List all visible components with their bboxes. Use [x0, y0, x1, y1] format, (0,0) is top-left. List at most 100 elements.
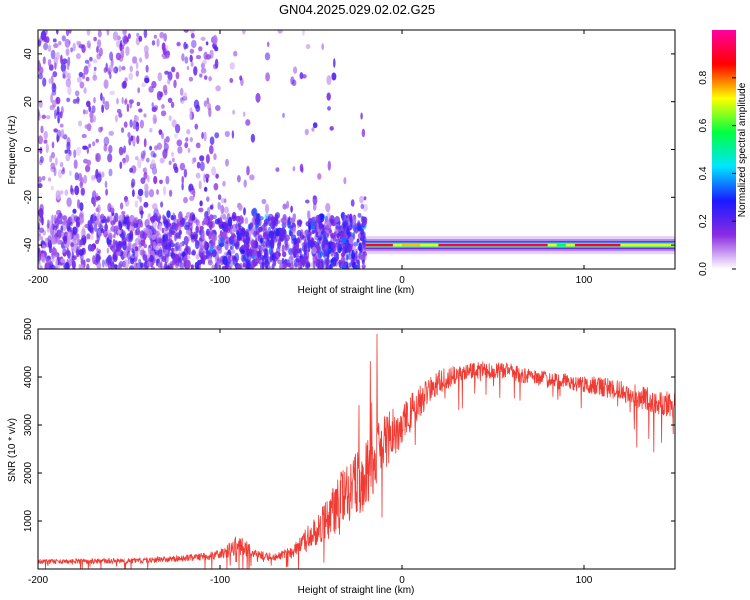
heatmap-cell	[304, 235, 310, 241]
heatmap-cell	[65, 219, 71, 225]
heatmap-cell	[288, 254, 293, 263]
heatmap-cell	[76, 40, 82, 46]
heatmap-cell	[228, 240, 232, 247]
heatmap-cell	[126, 103, 130, 113]
x-tick-label: 100	[576, 575, 593, 586]
heatmap-cell	[56, 134, 59, 143]
heatmap-cell	[38, 233, 41, 242]
heatmap-cell	[183, 235, 189, 246]
heatmap-cell	[43, 139, 48, 144]
heatmap-cell	[200, 248, 205, 253]
heatmap-cell	[96, 247, 99, 254]
heatmap-cell	[199, 200, 203, 207]
snr-y-ticks: 1000 2000 3000 4000 5000	[23, 317, 675, 532]
heatmap-cell	[317, 245, 321, 252]
heatmap-cell	[354, 227, 359, 234]
heatmap-cell	[69, 170, 72, 177]
heatmap-cell	[88, 43, 91, 50]
heatmap-cell	[50, 93, 53, 104]
heatmap-cell	[185, 137, 189, 142]
heatmap-cell	[325, 224, 330, 231]
heatmap-cell	[200, 257, 206, 263]
heatmap-cell	[292, 166, 296, 172]
heatmap-cell	[190, 61, 194, 67]
heatmap-cell	[157, 72, 163, 82]
heatmap-cell	[199, 155, 205, 162]
heatmap-cell	[177, 146, 183, 154]
heatmap-cell	[208, 76, 212, 82]
heatmap-cell	[68, 30, 72, 34]
heatmap-cell	[179, 242, 183, 247]
heatmap-cell	[101, 259, 105, 268]
heatmap-cell	[132, 120, 137, 130]
heatmap-cell	[175, 232, 181, 239]
heatmap-cell	[118, 260, 123, 268]
heatmap-cell	[281, 244, 285, 254]
heatmap-cell	[51, 83, 57, 93]
heatmap-cell	[265, 72, 270, 82]
heatmap-cell	[83, 174, 87, 184]
heatmap-cell	[195, 225, 199, 234]
heatmap-cell	[326, 75, 332, 86]
heatmap-cell	[211, 233, 218, 242]
y-tick-label: 1000	[23, 509, 34, 532]
heatmap-cell	[128, 232, 134, 243]
heatmap-cell	[327, 160, 331, 171]
heatmap-cell	[350, 217, 353, 227]
colorbar-gradient	[712, 30, 736, 269]
heatmap-cell	[211, 249, 217, 258]
heatmap-cell	[58, 212, 62, 219]
heatmap-cell	[293, 248, 298, 256]
heatmap-cell	[86, 263, 90, 269]
heatmap-cell	[222, 255, 228, 266]
heatmap-cell	[123, 121, 128, 128]
heatmap-cell	[263, 222, 268, 227]
heatmap-cell	[115, 52, 122, 61]
heatmap-cell	[159, 179, 163, 184]
heatmap-cell	[171, 157, 175, 163]
heatmap-cell	[270, 243, 274, 252]
heatmap-cell	[272, 260, 277, 266]
heatmap-cell	[181, 182, 184, 191]
heatmap-cell	[146, 261, 152, 267]
heatmap-cell	[168, 189, 173, 197]
heatmap-cell	[52, 71, 58, 78]
heatmap-cell	[59, 219, 63, 225]
heatmap-cell	[179, 87, 184, 96]
heatmap-cell	[331, 241, 336, 249]
heatmap-cell	[348, 236, 354, 245]
heatmap-cell	[295, 258, 300, 263]
heatmap-cell	[78, 120, 83, 127]
heatmap-cell	[174, 223, 178, 232]
heatmap-cell	[361, 264, 366, 269]
heatmap-cell	[95, 255, 102, 261]
heatmap-cell	[48, 243, 53, 254]
heatmap-cell	[144, 77, 150, 84]
heatmap-cell	[121, 66, 126, 71]
heatmap-cell	[168, 160, 172, 166]
heatmap-cell	[153, 153, 157, 158]
heatmap-cell	[136, 264, 140, 269]
heatmap-cell	[259, 262, 263, 269]
heatmap-cell	[38, 66, 44, 75]
heatmap-cell	[61, 58, 68, 64]
heatmap-cell	[136, 32, 140, 37]
heatmap-cell	[317, 237, 320, 246]
heatmap-cell	[119, 40, 123, 47]
heatmap-cell	[97, 30, 102, 38]
heatmap-cell	[355, 264, 360, 269]
heatmap-cell	[168, 241, 172, 252]
heatmap-cell	[151, 166, 158, 175]
heatmap-cell	[139, 210, 144, 215]
heatmap-cell	[361, 128, 366, 138]
heatmap-cell	[104, 180, 108, 188]
heatmap-cell	[282, 112, 285, 118]
heatmap-cell	[112, 31, 119, 41]
heatmap-cell	[124, 77, 128, 82]
heatmap-cell	[106, 30, 110, 36]
colorbar-tick-label: 0.0	[698, 262, 709, 276]
heatmap-cell	[183, 196, 188, 204]
heatmap-cell	[108, 144, 113, 154]
heatmap-cell	[86, 40, 91, 49]
heatmap-cell	[140, 262, 144, 269]
